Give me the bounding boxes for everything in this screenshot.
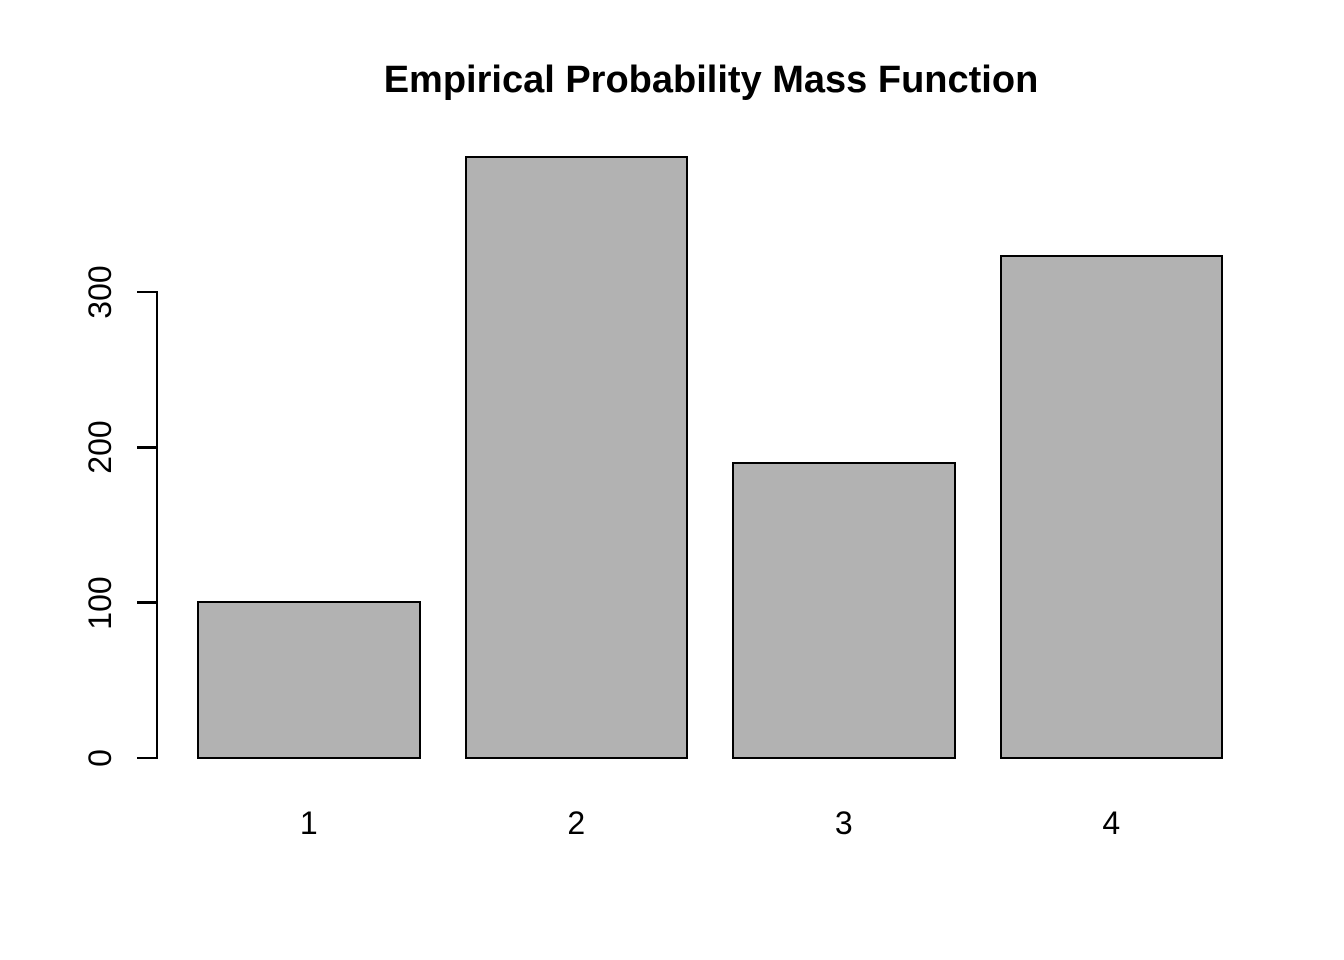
y-axis-tick-label: 300	[82, 265, 118, 319]
y-axis-line	[155, 290, 159, 760]
y-axis-tick	[137, 756, 157, 760]
y-axis-tick	[137, 290, 157, 294]
bar	[464, 155, 688, 760]
y-axis-tick-label: 0	[82, 749, 118, 767]
y-axis-tick	[137, 446, 157, 449]
chart-title: Empirical Probability Mass Function	[383, 59, 1039, 101]
bar	[197, 601, 421, 760]
bar	[999, 255, 1223, 760]
x-axis-label: 2	[567, 805, 586, 841]
y-axis-tick-label: 200	[82, 420, 118, 475]
y-axis-tick	[137, 601, 157, 604]
x-axis-label: 3	[834, 805, 853, 841]
bar	[732, 461, 956, 760]
x-axis-label: 4	[1102, 805, 1121, 841]
x-axis-label: 1	[299, 805, 318, 841]
y-axis-tick-label: 100	[82, 575, 118, 630]
